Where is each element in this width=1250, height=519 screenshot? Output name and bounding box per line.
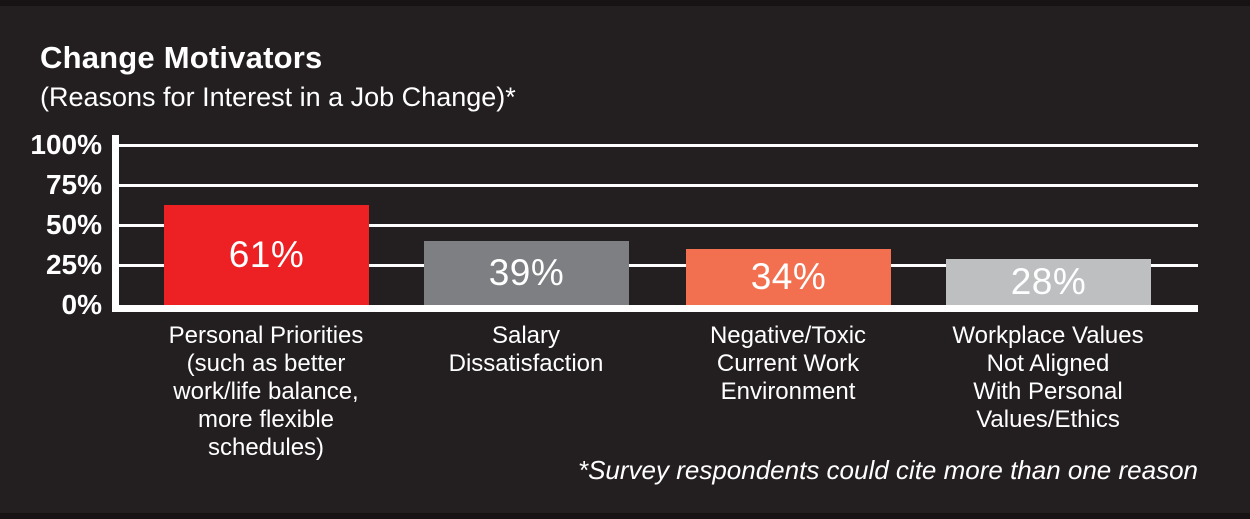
y-tick-label: 75%	[45, 169, 102, 200]
gridline	[119, 144, 1198, 147]
bar-value-label: 39%	[488, 252, 565, 293]
bar: 34%	[686, 249, 891, 305]
bar-value-label: 34%	[750, 256, 827, 297]
bar-value-label: 61%	[228, 234, 305, 275]
top-edge-strip	[0, 0, 1250, 6]
gridline	[119, 224, 1198, 227]
y-tick-label: 50%	[45, 209, 102, 240]
y-tick-label: 25%	[45, 249, 102, 280]
page-title: Change Motivators	[40, 40, 323, 75]
bar: 61%	[164, 205, 369, 305]
category-label: Personal Priorities (such as better work…	[168, 322, 364, 461]
bottom-edge-strip	[0, 513, 1250, 519]
y-tick-label: 0%	[61, 289, 102, 320]
plot-area: 61% 39% 34% 28%	[112, 135, 1198, 312]
bar: 28%	[946, 259, 1151, 305]
category-label: Negative/Toxic Current Work Environment	[709, 322, 867, 405]
footnote: *Survey respondents could cite more than…	[577, 455, 1198, 485]
plot-inner: 61% 39% 34% 28%	[119, 135, 1198, 305]
gridline	[119, 264, 1198, 267]
gridline	[119, 184, 1198, 187]
category-label: Workplace Values Not Aligned With Person…	[952, 322, 1144, 433]
bar: 39%	[424, 241, 629, 305]
page-subtitle: (Reasons for Interest in a Job Change)*	[40, 82, 516, 112]
y-tick-label: 100%	[30, 129, 102, 160]
category-label: Salary Dissatisfaction	[448, 322, 604, 377]
bar-value-label: 28%	[1010, 261, 1087, 302]
